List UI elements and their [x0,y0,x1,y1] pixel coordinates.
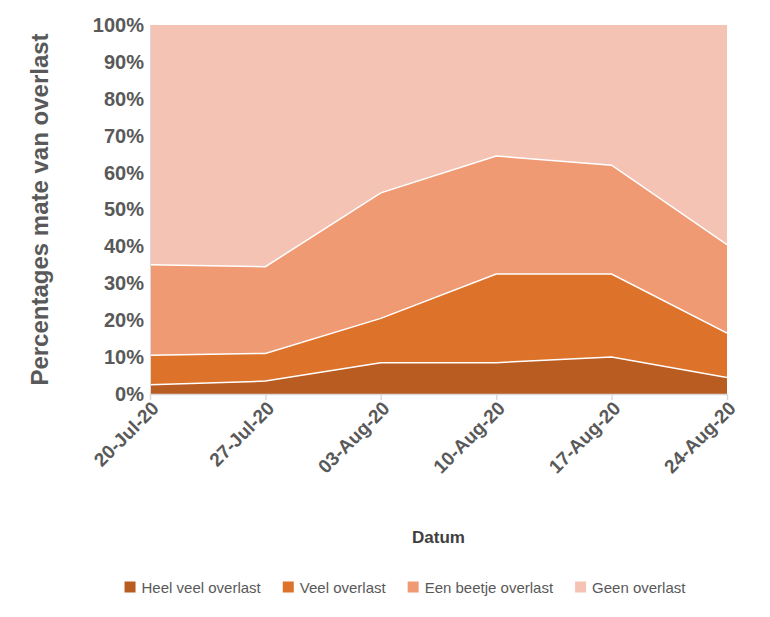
x-axis-line [151,394,728,396]
y-tick-label: 20% [104,309,144,331]
legend-item: Veel overlast [283,579,387,596]
x-tick-mark [381,394,383,400]
area-edge [150,274,727,355]
x-tick: 24-Aug-20 [660,394,740,477]
x-tick-mark [150,394,152,400]
legend-swatch [283,582,294,593]
y-tick: 50% [104,198,150,220]
legend-label: Een beetje overlast [425,579,554,596]
x-tick-mark [611,394,613,400]
y-tick-label: 40% [104,235,144,257]
x-tick: 03-Aug-20 [314,394,394,477]
x-axis: 20-Jul-20 27-Jul-20 03-Aug-20 10-Aug-20 17-A… [90,394,740,477]
y-tick-label: 60% [104,162,144,184]
x-tick-mark [496,394,498,400]
x-tick-label: 27-Jul-20 [205,398,278,471]
y-tick-label: 70% [104,125,144,147]
x-tick: 17-Aug-20 [545,394,625,477]
chart: 0% 10% 20% 30% 40% 50% 60% 70% 80% 90% 100% 20-Jul-… [0,0,770,617]
x-tick-label: 10-Aug-20 [429,398,509,478]
y-tick: 70% [104,125,150,147]
y-tick: 90% [104,51,150,73]
y-axis: 0% 10% 20% 30% 40% 50% 60% 70% 80% 90% 100% [93,14,151,405]
y-tick: 40% [104,235,150,257]
x-axis-title: Datum [412,528,465,547]
y-tick-label: 90% [104,51,144,73]
y-tick: 20% [104,309,150,331]
area [150,25,727,267]
legend-item: Heel veel overlast [125,579,262,596]
y-tick-label: 100% [93,14,144,36]
y-axis-title: Percentages mate van overlast [26,33,53,385]
legend-label: Heel veel overlast [142,579,262,596]
area-edge [150,156,727,267]
y-tick-label: 10% [104,346,144,368]
y-tick: 100% [93,14,150,36]
y-tick: 30% [104,272,150,294]
y-tick-label: 50% [104,198,144,220]
legend-label: Geen overlast [592,579,686,596]
legend-item: Geen overlast [575,579,686,596]
legend-label: Veel overlast [300,579,387,596]
legend-swatch [125,582,136,593]
x-tick: 20-Jul-20 [90,394,163,471]
y-tick: 10% [104,346,150,368]
x-tick: 10-Aug-20 [429,394,509,477]
y-tick-label: 0% [115,383,144,405]
y-tick-label: 30% [104,272,144,294]
x-tick-mark [265,394,267,400]
x-tick-mark [727,394,729,400]
x-tick-label: 24-Aug-20 [660,398,740,478]
area-edge [150,357,727,385]
legend-item: Een beetje overlast [408,579,554,596]
legend-swatch [575,582,586,593]
x-tick: 27-Jul-20 [205,394,278,471]
y-tick: 60% [104,162,150,184]
x-tick-label: 03-Aug-20 [314,398,394,478]
plot-area [150,25,727,394]
x-tick-label: 20-Jul-20 [90,398,163,471]
legend: Heel veel overlast Veel overlast Een beetj… [125,579,687,596]
y-tick-label: 80% [104,88,144,110]
y-tick: 80% [104,88,150,110]
x-tick-label: 17-Aug-20 [545,398,625,478]
y-axis-line [150,26,151,395]
legend-swatch [408,582,419,593]
